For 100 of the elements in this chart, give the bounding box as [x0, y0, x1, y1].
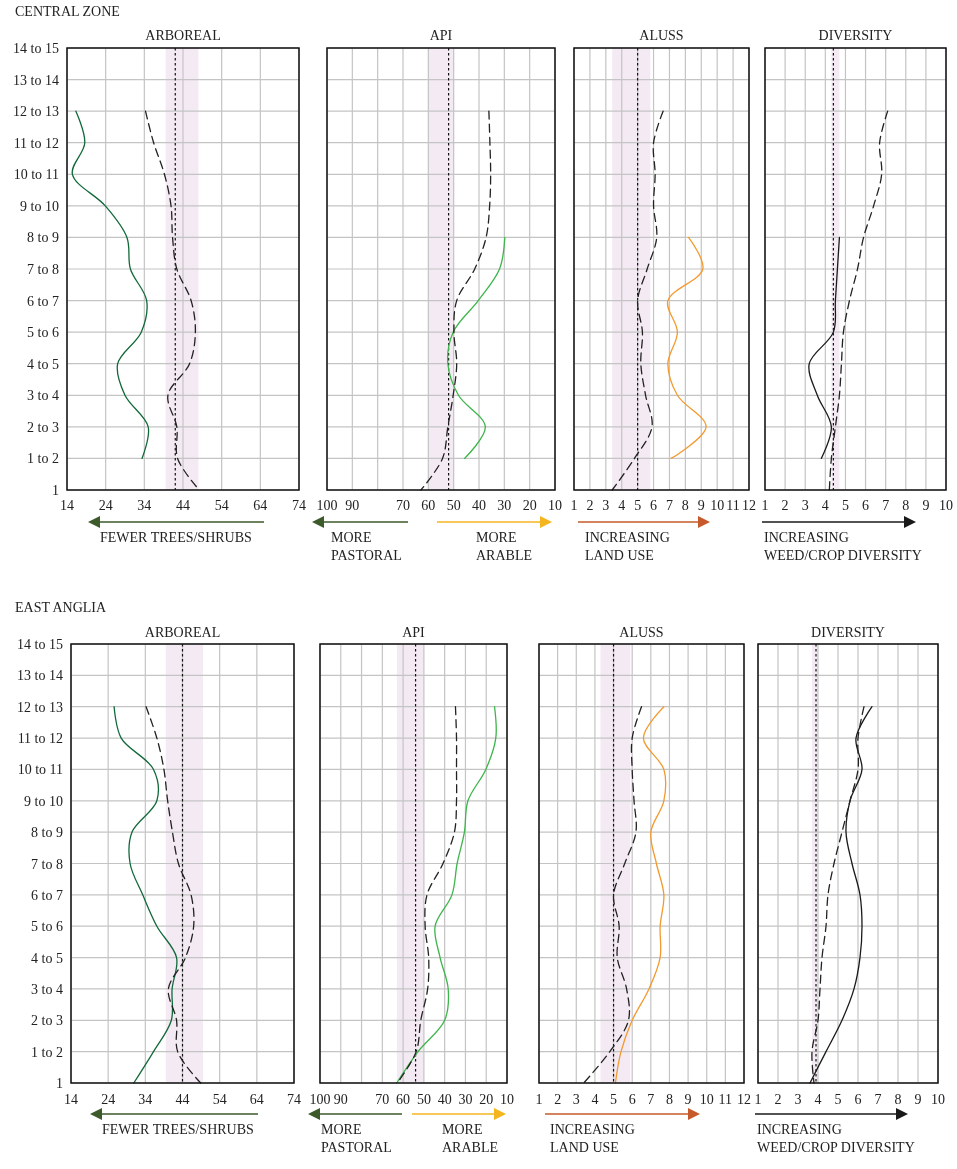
x-tick-label: 10	[931, 1092, 945, 1107]
y-tick-label: 2 to 3	[27, 419, 59, 435]
x-tick-label: 64	[249, 1092, 264, 1107]
x-tick-label: 50	[446, 498, 461, 513]
x-tick-label: 34	[137, 498, 152, 513]
x-tick-label: 60	[421, 498, 436, 513]
x-tick-label: 8	[681, 498, 689, 513]
x-tick-label: 40	[437, 1092, 452, 1107]
x-tick-label: 14	[60, 498, 74, 513]
x-tick-label: 1	[761, 498, 769, 513]
x-tick-label: 5	[610, 1092, 618, 1107]
y-tick-label: 10 to 11	[17, 762, 63, 778]
x-tick-label: 10	[548, 498, 562, 513]
y-tick-label: 9 to 10	[24, 793, 63, 809]
x-tick-label: 7	[647, 1092, 655, 1107]
x-tick-label: 70	[375, 1092, 390, 1107]
x-tick-label: 50	[416, 1092, 431, 1107]
x-tick-label: 90	[333, 1092, 348, 1107]
chart-title: ALUSS	[639, 28, 684, 43]
y-tick-label: 1	[56, 1076, 63, 1091]
x-tick-label: 6	[862, 498, 870, 513]
x-tick-label: 12	[742, 498, 756, 513]
x-tick-label: 1	[754, 1092, 762, 1107]
y-tick-label: 9 to 10	[20, 198, 59, 214]
x-tick-label: 7	[874, 1092, 882, 1107]
x-axis-title: INCREASING WEED/CROP DIVERSITY	[757, 1122, 915, 1155]
x-tick-label: 24	[101, 1092, 116, 1107]
x-tick-label: 7	[882, 498, 890, 513]
chart-subtitle: CENTRAL ZONE	[15, 4, 120, 19]
x-tick-label: 90	[345, 498, 360, 513]
x-tick-label: 1	[570, 498, 578, 513]
y-tick-label: 8 to 9	[27, 230, 59, 246]
y-tick-label: 5 to 6	[31, 919, 63, 935]
y-tick-label: 6 to 7	[27, 293, 59, 309]
x-tick-label: 9	[684, 1092, 692, 1107]
x-tick-label: 4	[618, 498, 626, 513]
text: MORE PASTORAL	[321, 1122, 392, 1155]
x-tick-label: 7	[665, 498, 673, 513]
y-tick-label: 7 to 8	[31, 856, 63, 872]
y-tick-label: 10 to 11	[13, 167, 59, 183]
x-axis-title: FEWER TREES/SHRUBS	[102, 1122, 254, 1137]
x-tick-label: 9	[914, 1092, 922, 1107]
x-tick-label: 100	[309, 1092, 331, 1107]
x-tick-label: 3	[602, 498, 610, 513]
x-tick-label: 10	[699, 1092, 714, 1107]
x-tick-label: 44	[175, 1092, 190, 1107]
y-tick-label: 1 to 2	[27, 451, 59, 467]
y-tick-label: 14 to 15	[17, 637, 63, 652]
x-tick-label: 8	[902, 498, 910, 513]
text: MORE ARABLE	[476, 530, 532, 563]
x-tick-label: 20	[522, 498, 537, 513]
x-tick-label: 60	[396, 1092, 411, 1107]
y-tick-label: 12 to 13	[13, 104, 59, 120]
y-tick-label: 1	[52, 483, 59, 498]
x-tick-label: 11	[726, 498, 740, 513]
x-tick-label: 1	[535, 1092, 543, 1107]
x-tick-label: 4	[821, 498, 829, 513]
chart-subtitle: EAST ANGLIA	[15, 600, 108, 615]
x-tick-label: 20	[479, 1092, 494, 1107]
x-tick-label: 74	[287, 1092, 301, 1107]
text: MORE ARABLE	[442, 1122, 498, 1155]
y-tick-label: 5 to 6	[27, 325, 59, 341]
x-tick-label: 6	[628, 1092, 636, 1107]
x-tick-label: 2	[554, 1092, 562, 1107]
y-tick-label: 4 to 5	[31, 950, 63, 966]
y-tick-label: 1 to 2	[31, 1044, 63, 1060]
chart-title: ARBOREAL	[144, 625, 221, 640]
chart-title: API	[402, 625, 426, 640]
chart-title: ARBOREAL	[145, 28, 221, 43]
x-tick-label: 40	[472, 498, 486, 513]
y-tick-label: 3 to 4	[31, 981, 63, 997]
x-tick-label: 11	[718, 1092, 733, 1107]
y-tick-label: 8 to 9	[31, 825, 63, 841]
y-tick-label: 13 to 14	[17, 668, 63, 684]
x-tick-label: 9	[922, 498, 930, 513]
y-tick-label: 7 to 8	[27, 262, 59, 277]
y-tick-label: 2 to 3	[31, 1013, 63, 1029]
x-tick-label: 4	[814, 1092, 822, 1107]
x-tick-label: 5	[841, 498, 849, 513]
x-axis-title: INCREASING WEED/CROP DIVERSITY	[764, 530, 922, 563]
y-tick-label: 6 to 7	[31, 887, 63, 903]
x-tick-label: 2	[781, 498, 789, 513]
y-tick-label: 13 to 14	[13, 72, 59, 88]
x-tick-label: 30	[497, 498, 512, 513]
x-tick-label: 44	[176, 498, 190, 513]
x-tick-label: 14	[64, 1092, 78, 1107]
x-tick-label: 6	[650, 498, 658, 513]
x-tick-label: 54	[212, 1092, 227, 1107]
x-tick-label: 5	[634, 498, 642, 513]
x-tick-label: 24	[98, 498, 113, 513]
x-tick-label: 5	[834, 1092, 842, 1107]
y-tick-label: 3 to 4	[27, 388, 59, 404]
y-tick-label: 11 to 12	[17, 731, 63, 747]
x-tick-label: 10	[939, 498, 953, 513]
x-tick-label: 4	[591, 1092, 599, 1107]
x-tick-label: 74	[292, 498, 306, 513]
x-tick-label: 2	[774, 1092, 782, 1107]
y-tick-label: 12 to 13	[17, 699, 63, 715]
x-axis-title: INCREASING LAND USE	[585, 530, 670, 563]
x-tick-label: 10	[710, 498, 725, 513]
